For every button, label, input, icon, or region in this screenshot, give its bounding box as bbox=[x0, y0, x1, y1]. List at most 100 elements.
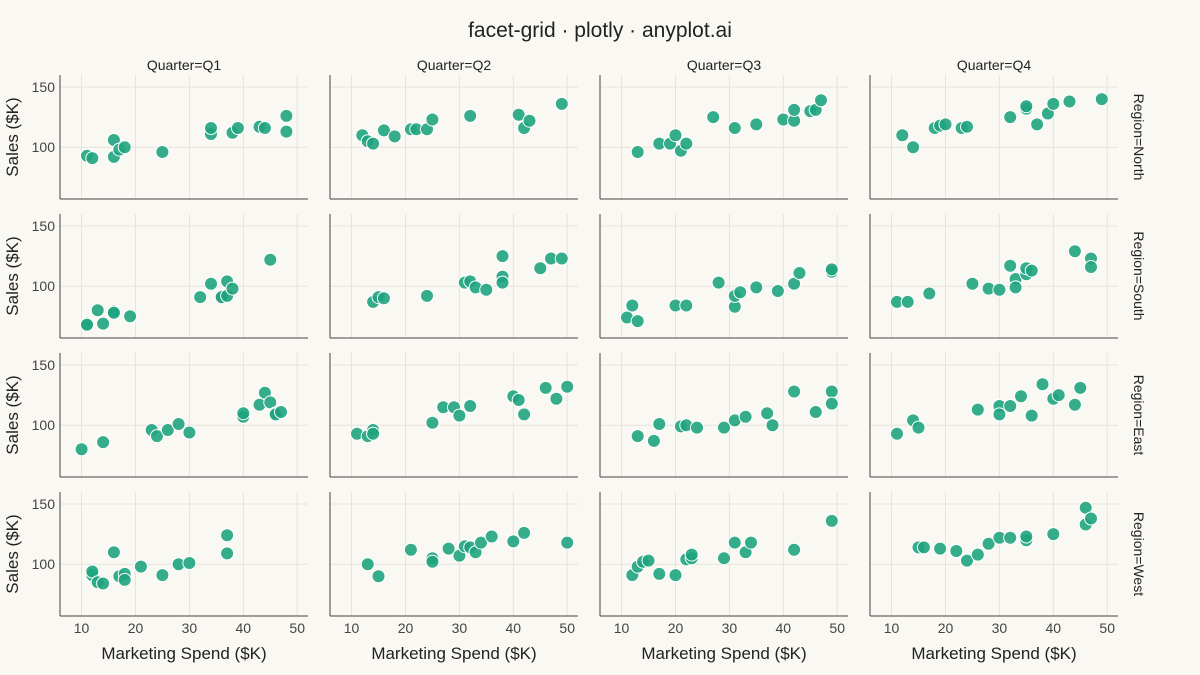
x-tick-label-50-col-3: 50 bbox=[829, 620, 845, 636]
data-point-r2-c4-2 bbox=[900, 294, 915, 309]
x-tick-label-20-col-4: 20 bbox=[938, 620, 954, 636]
x-tick-label-20-col-2: 20 bbox=[398, 620, 414, 636]
data-point-r2-c2-11 bbox=[495, 275, 510, 290]
data-point-r4-c3-11 bbox=[727, 535, 742, 550]
data-point-r4-c3-10 bbox=[717, 551, 731, 566]
data-point-r3-c4-3 bbox=[911, 420, 926, 435]
data-point-r3-c4-8 bbox=[1014, 389, 1028, 404]
data-point-r2-c4-15 bbox=[1084, 260, 1098, 274]
data-point-r1-c3-9 bbox=[749, 117, 764, 132]
x-tick-label-30-col-2: 30 bbox=[452, 620, 468, 636]
data-point-r1-c4-14 bbox=[1062, 94, 1077, 109]
col-facet-label-4: Quarter=Q4 bbox=[957, 57, 1032, 73]
data-point-r2-c4-9 bbox=[1008, 280, 1023, 295]
y-tick-label-100-row-4: 100 bbox=[32, 556, 56, 572]
data-point-r1-c3-4 bbox=[668, 128, 683, 143]
data-point-r4-c1-9 bbox=[133, 559, 148, 574]
y-tick-label-150-row-3: 150 bbox=[32, 357, 56, 373]
y-tick-label-100-row-3: 100 bbox=[32, 417, 56, 433]
data-point-r3-c3-7 bbox=[717, 420, 731, 435]
data-point-r1-c3-8 bbox=[727, 121, 742, 135]
data-point-r2-c1-2 bbox=[80, 317, 94, 332]
data-point-r4-c4-2 bbox=[916, 540, 931, 555]
data-point-r3-c4-4 bbox=[970, 402, 985, 417]
data-point-r3-c3-14 bbox=[824, 384, 839, 399]
data-point-r1-c1-14 bbox=[279, 108, 294, 123]
x-tick-label-10-col-3: 10 bbox=[614, 620, 630, 636]
data-point-r3-c3-15 bbox=[824, 396, 839, 411]
x-tick-label-50-col-2: 50 bbox=[559, 620, 575, 636]
data-point-r3-c2-14 bbox=[549, 391, 564, 406]
facet-panels: 100 150 Sales ($K) Quarter=Q1 Quarter=Q2 Quar… bbox=[3, 57, 1147, 663]
data-point-r4-c3-6 bbox=[668, 568, 683, 583]
data-point-r4-c4-9 bbox=[1003, 530, 1018, 545]
data-point-r1-c4-5 bbox=[938, 117, 953, 132]
data-point-r4-c1-5 bbox=[106, 545, 121, 560]
data-point-r2-c3-15 bbox=[824, 262, 839, 277]
data-point-r4-c2-3 bbox=[403, 542, 418, 557]
data-point-r3-c2-12 bbox=[517, 407, 532, 422]
x-tick-label-30-col-3: 30 bbox=[722, 620, 738, 636]
data-point-r2-c4-4 bbox=[965, 276, 980, 291]
data-point-r2-c2-12 bbox=[533, 261, 548, 276]
data-point-r3-c1-7 bbox=[182, 425, 197, 440]
data-point-r4-c2-12 bbox=[484, 529, 499, 544]
col-facet-label-3: Quarter=Q3 bbox=[687, 57, 762, 73]
y-axis-title-row-1: Sales ($K) bbox=[3, 97, 22, 176]
data-point-r1-c3-7 bbox=[706, 110, 721, 125]
y-axis-title-row-3: Sales ($K) bbox=[3, 375, 22, 454]
data-point-r1-c2-11 bbox=[511, 107, 526, 122]
y-tick-label-150-row-1: 150 bbox=[32, 79, 56, 95]
data-point-r4-c1-8 bbox=[117, 572, 132, 587]
data-point-r4-c4-4 bbox=[949, 544, 964, 558]
data-point-r3-c4-13 bbox=[1067, 397, 1082, 412]
y-axis-title-row-4: Sales ($K) bbox=[3, 514, 22, 593]
data-point-r2-c1-8 bbox=[193, 290, 208, 305]
data-point-r3-c2-8 bbox=[452, 408, 467, 423]
data-point-r2-c3-2 bbox=[625, 298, 640, 313]
data-point-r1-c2-13 bbox=[522, 113, 537, 128]
data-point-r1-c3-1 bbox=[630, 145, 645, 159]
data-point-r3-c3-6 bbox=[690, 420, 704, 435]
data-point-r1-c2-5 bbox=[387, 129, 402, 144]
data-point-r1-c1-7 bbox=[155, 145, 170, 159]
x-tick-label-30-col-1: 30 bbox=[182, 620, 198, 636]
data-point-r2-c4-13 bbox=[1067, 244, 1082, 259]
row-facet-label-4: Region=West bbox=[1131, 512, 1147, 596]
data-point-r3-c4-12 bbox=[1051, 388, 1066, 403]
data-point-r1-c2-4 bbox=[376, 123, 391, 138]
data-point-r1-c4-15 bbox=[1094, 92, 1109, 107]
y-tick-label-150-row-4: 150 bbox=[32, 496, 56, 512]
data-point-r1-c1-2 bbox=[85, 151, 100, 166]
y-axis-title-row-2: Sales ($K) bbox=[3, 236, 22, 315]
data-point-r4-c2-6 bbox=[441, 541, 456, 556]
data-point-r4-c4-5 bbox=[960, 553, 974, 568]
x-axis-title-col-1: Marketing Spend ($K) bbox=[101, 644, 266, 663]
data-point-r2-c3-13 bbox=[792, 266, 807, 280]
x-tick-label-40-col-4: 40 bbox=[1046, 620, 1062, 636]
row-facet-label-2: Region=South bbox=[1131, 231, 1147, 320]
data-point-r1-c4-2 bbox=[906, 140, 921, 155]
data-point-r3-c2-5 bbox=[425, 415, 440, 430]
data-point-r2-c1-6 bbox=[106, 305, 121, 320]
data-point-r1-c1-9 bbox=[204, 121, 218, 135]
data-point-r4-c4-11 bbox=[1019, 529, 1034, 544]
data-point-r2-c3-9 bbox=[733, 285, 748, 300]
x-tick-label-50-col-4: 50 bbox=[1099, 620, 1115, 636]
data-point-r4-c1-13 bbox=[220, 528, 235, 543]
data-point-r4-c4-3 bbox=[933, 541, 948, 556]
data-point-r4-c4-7 bbox=[981, 536, 996, 551]
data-point-r1-c3-15 bbox=[814, 93, 828, 108]
data-point-r2-c1-15 bbox=[263, 252, 278, 267]
data-point-r1-c2-14 bbox=[554, 96, 569, 111]
x-axis-title-col-4: Marketing Spend ($K) bbox=[911, 644, 1076, 663]
data-point-r4-c3-5 bbox=[652, 566, 667, 581]
data-point-r2-c3-3 bbox=[630, 314, 645, 329]
data-point-r3-c3-1 bbox=[630, 429, 645, 444]
chart-title: facet-grid · plotly · anyplot.ai bbox=[468, 19, 732, 42]
data-point-r2-c2-8 bbox=[479, 282, 494, 297]
data-point-r1-c3-6 bbox=[679, 136, 694, 151]
data-point-r2-c3-11 bbox=[770, 284, 785, 298]
data-point-r3-c4-6 bbox=[992, 407, 1007, 422]
y-tick-label-100-row-1: 100 bbox=[32, 139, 56, 155]
